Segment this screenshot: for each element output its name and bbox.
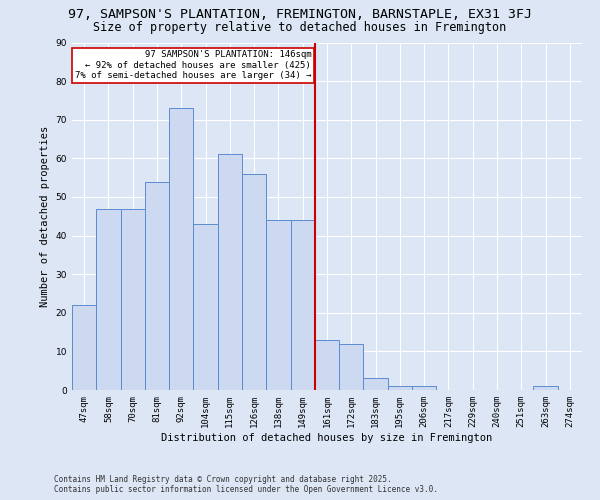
Bar: [145, 182, 169, 390]
X-axis label: Distribution of detached houses by size in Fremington: Distribution of detached houses by size …: [161, 432, 493, 442]
Bar: [193, 224, 218, 390]
Bar: [412, 386, 436, 390]
Bar: [315, 340, 339, 390]
Bar: [364, 378, 388, 390]
Y-axis label: Number of detached properties: Number of detached properties: [40, 126, 50, 307]
Text: 97, SAMPSON'S PLANTATION, FREMINGTON, BARNSTAPLE, EX31 3FJ: 97, SAMPSON'S PLANTATION, FREMINGTON, BA…: [68, 8, 532, 20]
Bar: [218, 154, 242, 390]
Text: 97 SAMPSON'S PLANTATION: 146sqm
← 92% of detached houses are smaller (425)
7% of: 97 SAMPSON'S PLANTATION: 146sqm ← 92% of…: [75, 50, 311, 80]
Bar: [96, 208, 121, 390]
Text: Size of property relative to detached houses in Fremington: Size of property relative to detached ho…: [94, 21, 506, 34]
Bar: [533, 386, 558, 390]
Bar: [169, 108, 193, 390]
Bar: [388, 386, 412, 390]
Bar: [72, 305, 96, 390]
Text: Contains HM Land Registry data © Crown copyright and database right 2025.
Contai: Contains HM Land Registry data © Crown c…: [54, 474, 438, 494]
Bar: [121, 208, 145, 390]
Bar: [290, 220, 315, 390]
Bar: [242, 174, 266, 390]
Bar: [339, 344, 364, 390]
Bar: [266, 220, 290, 390]
